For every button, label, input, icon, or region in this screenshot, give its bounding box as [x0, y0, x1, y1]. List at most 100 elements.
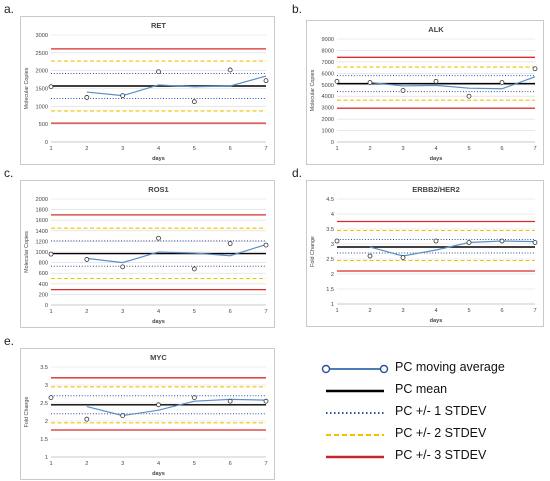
alk-data-point [367, 80, 373, 85]
chart-erbb2: ERBB2/HER2 1 1.5 2 2.5 3 3.5 4 4.5 1 2 3 4 5 6 7 days Fol… [306, 180, 544, 327]
ros1-xtick-label: 7 [264, 309, 267, 315]
ret-xtick-label: 2 [85, 146, 88, 152]
myc-ytick-label: 1.5 [40, 437, 48, 443]
myc-xtick-label: 7 [264, 461, 267, 467]
legend-swatch-moving-average [321, 364, 389, 374]
erbb2-her2-ytick-label: 3.5 [326, 227, 334, 233]
ros1-ytick-label: 600 [39, 271, 48, 277]
erbb2-her2-xlabel: days [430, 318, 443, 324]
alk-ytick-label: 7000 [322, 60, 334, 66]
alk-ytick-label: 5000 [322, 83, 334, 89]
ros1-data-point [84, 257, 90, 262]
myc-data-point [263, 398, 269, 404]
erbb2-her2-moving-average-line [369, 240, 536, 257]
ros1-moving-average-line [86, 244, 267, 264]
ret-ylabel: Molecular Copies [24, 67, 30, 109]
myc-data-point [227, 398, 233, 404]
ret-xlabel: days [152, 156, 165, 162]
myc-xtick-label: 4 [157, 461, 160, 467]
ret-data-point [227, 67, 233, 73]
panel-letter-b: b. [292, 2, 303, 16]
alk-data-point [499, 80, 505, 85]
ros1-ytick-label: 1800 [36, 208, 48, 214]
alk-data-point [532, 66, 538, 72]
ret-ytick-label: 1500 [36, 87, 48, 93]
erbb2-her2-plot: ERBB2/HER2 1 1.5 2 2.5 3 3.5 4 4.5 1 2 3 4 5 6 7 days Fol… [310, 185, 538, 324]
legend-item-sd1: PC +/- 1 STDEV [320, 403, 545, 423]
erbb2-her2-data-point [400, 255, 406, 260]
ret-xtick-label: 4 [157, 146, 160, 152]
ret-ytick-label: 500 [39, 122, 48, 128]
ros1-data-point [48, 251, 54, 257]
erbb2-her2-data-point [532, 240, 538, 245]
ret-data-point [156, 69, 161, 75]
erbb2-her2-data-point [466, 240, 472, 245]
myc-data-point [156, 402, 161, 408]
alk-ytick-label: 4000 [322, 94, 334, 100]
ret-ytick-label: 1000 [36, 104, 48, 110]
erbb2-her2-ytick-label: 1 [331, 302, 334, 308]
myc-plot: MYC 1 1.5 2 2.5 3 3.5 1 2 3 4 5 6 7 days Fold Change [24, 353, 269, 477]
myc-title: MYC [150, 353, 167, 362]
alk-plot: ALK 0 1000 2000 3000 4000 5000 6000 7000 8000 9000… [310, 25, 538, 162]
erbb2-her2-xtick-label: 5 [467, 308, 470, 314]
myc-xlabel: days [152, 471, 165, 477]
ros1-title: ROS1 [148, 185, 168, 194]
ros1-data-point [191, 266, 197, 272]
erbb2-her2-xtick-label: 4 [434, 308, 437, 314]
ret-data-point [263, 78, 269, 84]
ros1-ytick-label: 800 [39, 261, 48, 267]
alk-title: ALK [428, 25, 444, 34]
alk-xtick-label: 7 [533, 146, 536, 152]
ros1-data-point [120, 264, 126, 270]
ret-ytick-label: 2500 [36, 51, 48, 57]
erbb2-her2-data-point [334, 238, 340, 244]
erbb2-her2-data-point [367, 253, 373, 259]
alk-data-point [334, 78, 340, 84]
ret-ytick-label: 2000 [36, 69, 48, 75]
myc-xtick-label: 3 [121, 461, 124, 467]
legend: PC moving average PC mean PC +/- 1 STDEV… [320, 355, 545, 475]
ret-xtick-label: 6 [229, 146, 232, 152]
chart-ros1: ROS1 0 200 400 600 800 1000 1200 1400 1600 1800 200… [20, 180, 275, 328]
ros1-ytick-label: 1000 [36, 250, 48, 256]
alk-ylabel: Molecular Copies [310, 69, 316, 111]
ros1-ytick-label: 400 [39, 282, 48, 288]
ros1-ytick-label: 1400 [36, 229, 48, 235]
panel-letter-a: a. [4, 2, 15, 16]
erbb2-her2-ytick-label: 3 [331, 242, 334, 248]
alk-xtick-label: 4 [434, 146, 437, 152]
legend-item-mean: PC mean [320, 381, 545, 401]
ros1-xtick-label: 3 [121, 309, 124, 315]
legend-item-sd2: PC +/- 2 STDEV [320, 425, 545, 445]
myc-ytick-label: 2.5 [40, 401, 48, 407]
myc-data-point [120, 413, 126, 418]
alk-xtick-label: 1 [335, 146, 338, 152]
myc-ytick-label: 3.5 [40, 365, 48, 371]
erbb2-her2-ytick-label: 4 [331, 212, 334, 218]
ret-plot: RET 0 500 1000 1500 2000 2500 3000 1 2 3 4 5 6 7 days Mo… [24, 21, 269, 162]
myc-xtick-label: 5 [193, 461, 196, 467]
ros1-ylabel: Molecular Copies [24, 231, 30, 273]
legend-swatch-sd3 [326, 455, 384, 459]
alk-xtick-label: 3 [401, 146, 404, 152]
panel-letter-d: d. [292, 166, 303, 180]
alk-ytick-label: 8000 [322, 48, 334, 54]
ret-data-point [84, 95, 90, 100]
legend-label-sd2: PC +/- 2 STDEV [395, 426, 487, 440]
legend-item-sd3: PC +/- 3 STDEV [320, 447, 545, 467]
ros1-xtick-label: 6 [229, 309, 232, 315]
myc-moving-average-line [86, 398, 267, 417]
panel-letter-e: e. [4, 334, 15, 348]
ret-title: RET [151, 21, 166, 30]
erbb2-her2-ytick-label: 2.5 [326, 257, 334, 263]
alk-ytick-label: 6000 [322, 71, 334, 77]
myc-xtick-label: 1 [49, 461, 52, 467]
legend-label-sd3: PC +/- 3 STDEV [395, 448, 487, 462]
ret-xtick-label: 5 [193, 146, 196, 152]
erbb2-her2-xtick-label: 3 [401, 308, 404, 314]
erbb2-her2-ytick-label: 4.5 [326, 197, 334, 203]
alk-ytick-label: 2000 [322, 117, 334, 123]
erbb2-her2-data-point [499, 238, 505, 244]
legend-swatch-mean [326, 389, 384, 393]
